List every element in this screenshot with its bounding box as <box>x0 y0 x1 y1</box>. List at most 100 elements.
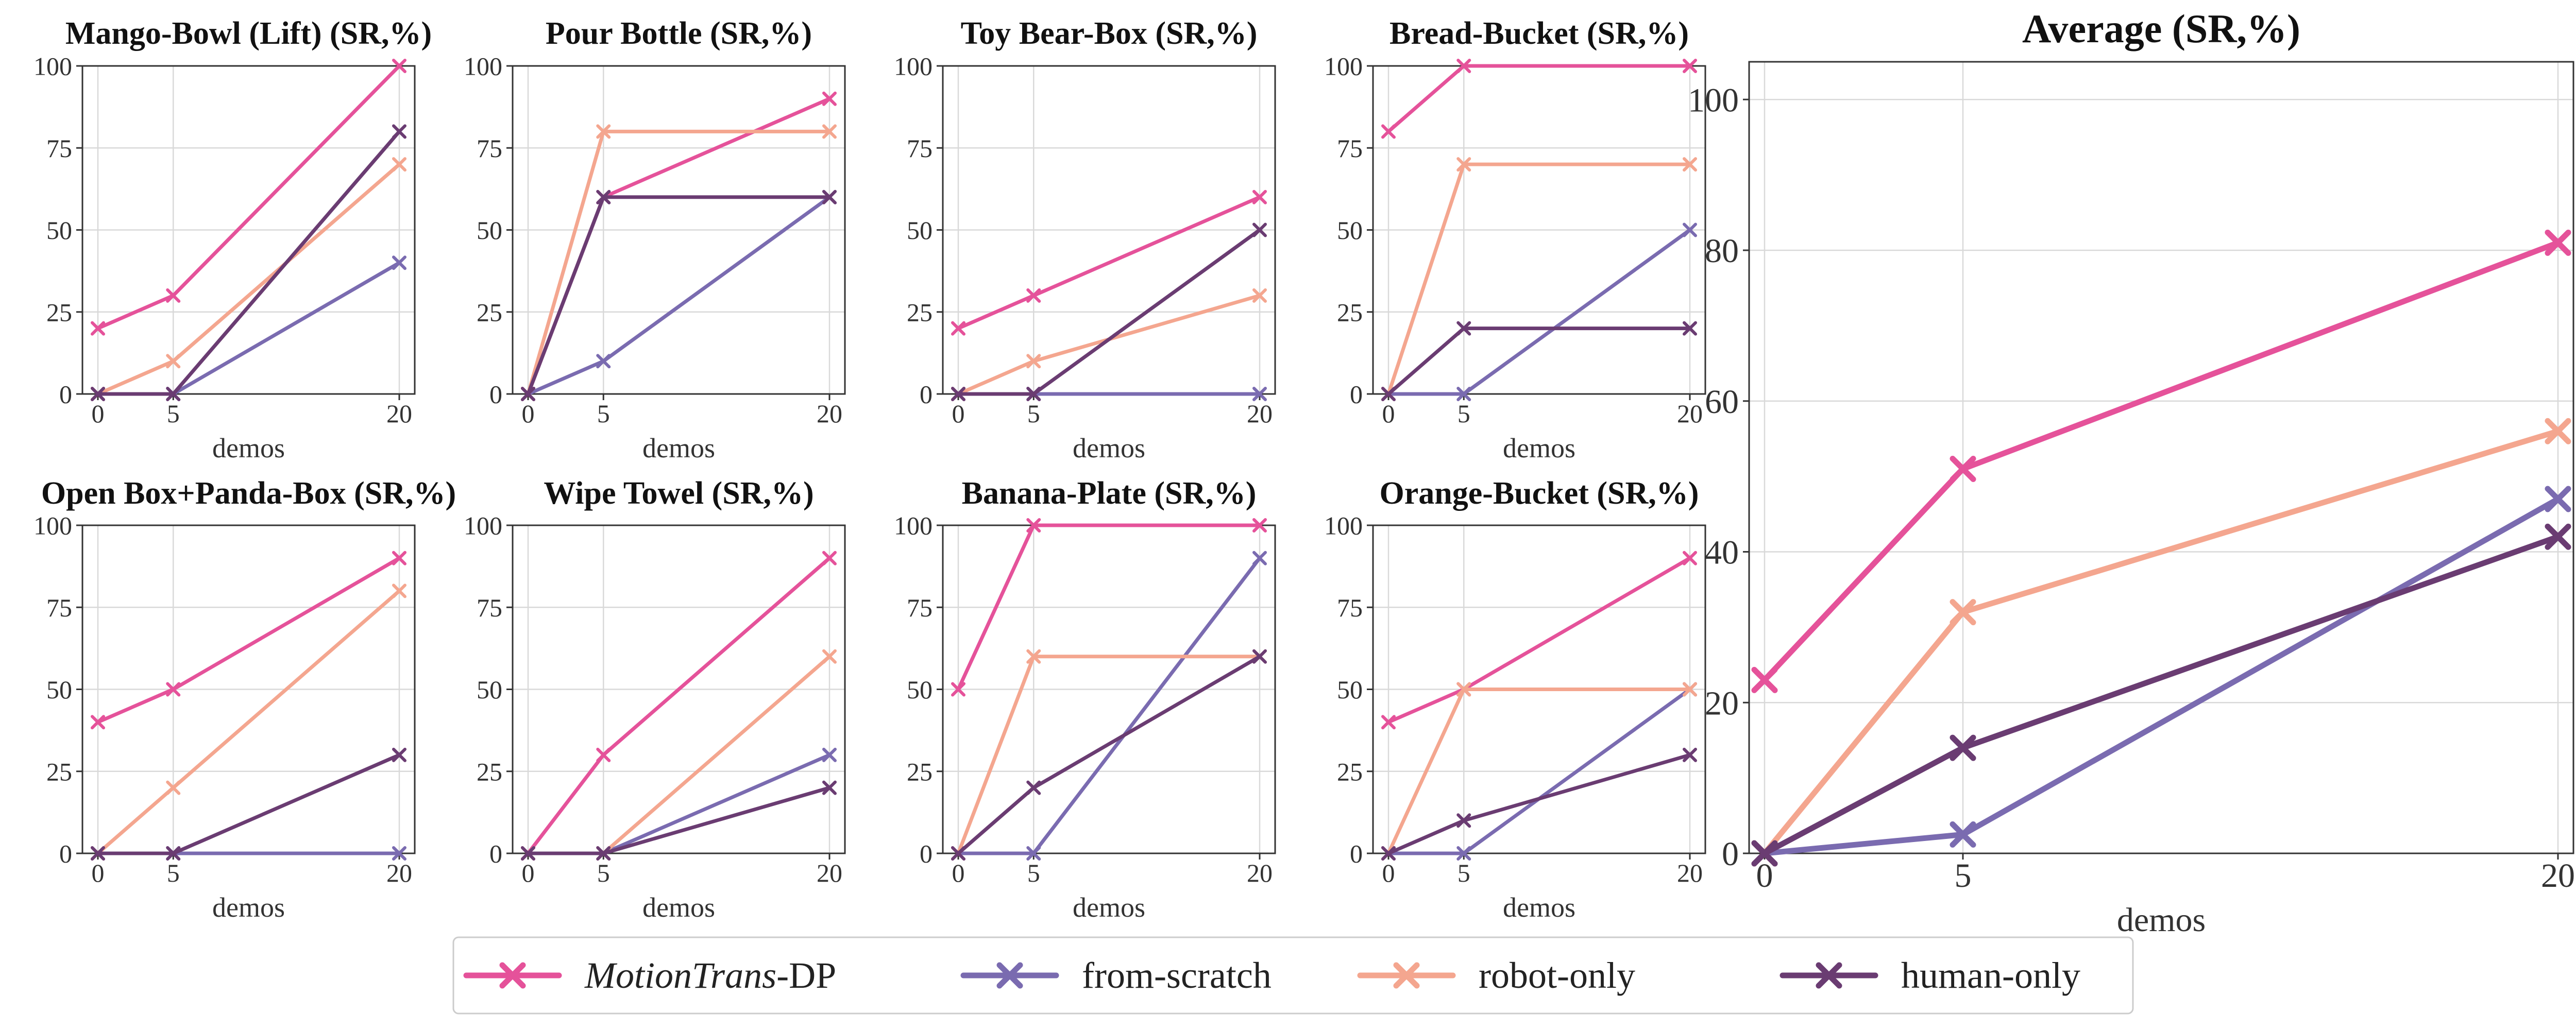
legend-label: human-only <box>1901 955 2080 996</box>
chart-panel-2: 0 25 50 75 100 0 5 20 demos Pour Bottle (SR,%) <box>464 16 846 464</box>
y-tick-label: 80 <box>1705 232 1739 270</box>
y-tick-label: 0 <box>489 380 502 409</box>
y-tick-label: 0 <box>1350 380 1363 409</box>
x-tick-label: 0 <box>1382 399 1395 428</box>
legend-marker <box>499 962 526 989</box>
x-tick-label: 5 <box>1955 857 1972 895</box>
data-point-motiontrans-dp <box>2545 229 2571 256</box>
data-point-motiontrans-dp <box>166 288 181 303</box>
series-motiontrans-dp <box>1751 229 2571 693</box>
data-point-motiontrans-dp <box>1456 59 1471 73</box>
data-point-from-scratch <box>1950 821 1976 848</box>
data-point-human-only <box>1683 747 1697 762</box>
chart-title: Wipe Towel (SR,%) <box>544 476 814 511</box>
x-axis-label: demos <box>642 892 715 923</box>
data-point-human-only <box>166 387 181 401</box>
legend-item-motiontrans-dp: MotionTrans-DP <box>463 955 836 996</box>
data-point-human-only <box>596 190 611 204</box>
legend-marker <box>1393 962 1420 989</box>
chart-panel-5: 0 25 50 75 100 0 5 20 demos Open Box+Panda-Box (S… <box>33 476 456 923</box>
y-tick-label: 75 <box>907 134 933 163</box>
y-tick-label: 50 <box>1337 675 1363 704</box>
data-point-motiontrans-dp <box>822 91 837 106</box>
x-tick-label: 20 <box>386 859 412 887</box>
y-tick-label: 100 <box>1324 52 1363 81</box>
data-point-robot-only <box>166 780 181 795</box>
y-tick-label: 75 <box>477 593 502 622</box>
x-tick-label: 20 <box>1247 399 1273 428</box>
legend-item-from-scratch: from-scratch <box>960 955 1272 996</box>
data-point-human-only <box>1252 222 1267 237</box>
x-axis-label: demos <box>212 433 285 464</box>
legend-item-human-only: human-only <box>1780 955 2080 996</box>
x-tick-label: 5 <box>1027 859 1040 887</box>
x-tick-label: 20 <box>1677 399 1703 428</box>
y-tick-label: 75 <box>1337 134 1363 163</box>
y-tick-label: 25 <box>907 298 933 327</box>
chart-title: Bread-Bucket (SR,%) <box>1389 16 1689 51</box>
chart-panel-4: 0 25 50 75 100 0 5 20 demos Bread-Bucket (SR,%) <box>1324 16 1706 464</box>
data-point-motiontrans-dp <box>1026 288 1041 303</box>
data-point-human-only <box>1381 846 1396 861</box>
legend: MotionTrans-DP from-scratch robot-only huma… <box>452 936 2134 1015</box>
data-point-human-only <box>91 387 105 401</box>
series-human-only <box>1751 523 2571 867</box>
y-tick-label: 100 <box>894 511 933 540</box>
legend-item-robot-only: robot-only <box>1357 955 1635 996</box>
x-tick-label: 0 <box>1382 859 1395 887</box>
x-tick-label: 0 <box>522 399 535 428</box>
data-point-robot-only <box>1683 682 1697 697</box>
data-point-motiontrans-dp <box>1026 518 1041 533</box>
y-tick-label: 100 <box>33 511 72 540</box>
series-motiontrans-dp <box>1381 59 1697 139</box>
x-axis-label: demos <box>1073 433 1145 464</box>
data-point-human-only <box>1456 321 1471 336</box>
data-point-from-scratch <box>2545 486 2571 512</box>
data-point-human-only <box>392 124 406 139</box>
y-tick-label: 0 <box>1722 835 1739 873</box>
data-point-robot-only <box>822 649 837 664</box>
data-point-motiontrans-dp <box>1950 455 1976 482</box>
data-point-from-scratch <box>392 255 406 270</box>
data-point-from-scratch <box>1456 846 1471 861</box>
data-point-robot-only <box>166 354 181 369</box>
x-tick-label: 20 <box>817 399 842 428</box>
series-human-only <box>521 190 837 401</box>
legend-label: robot-only <box>1479 955 1635 996</box>
chart-title: Toy Bear-Box (SR,%) <box>961 16 1258 51</box>
data-point-human-only <box>822 780 837 795</box>
data-point-motiontrans-dp <box>91 715 105 730</box>
chart-title: Open Box+Panda-Box (SR,%) <box>41 476 456 511</box>
data-point-robot-only <box>1683 157 1697 172</box>
y-tick-label: 50 <box>477 216 502 245</box>
data-point-human-only <box>1026 780 1041 795</box>
legend-label-italic: MotionTrans <box>584 955 776 996</box>
x-tick-label: 5 <box>597 859 610 887</box>
x-tick-label: 5 <box>167 859 180 887</box>
data-point-robot-only <box>1026 649 1041 664</box>
data-point-motiontrans-dp <box>392 59 406 73</box>
x-tick-label: 0 <box>1756 857 1773 895</box>
data-point-human-only <box>1381 387 1396 401</box>
data-point-motiontrans-dp <box>1751 666 1778 693</box>
x-tick-label: 0 <box>92 399 105 428</box>
data-point-robot-only <box>2545 418 2571 444</box>
y-tick-label: 75 <box>907 593 933 622</box>
series-human-only <box>951 649 1267 861</box>
data-point-motiontrans-dp <box>91 321 105 336</box>
x-tick-label: 5 <box>1027 399 1040 428</box>
series-human-only <box>91 124 406 401</box>
x-axis-label: demos <box>2117 901 2206 939</box>
data-point-motiontrans-dp <box>1381 715 1396 730</box>
chart-title: Orange-Bucket (SR,%) <box>1380 476 1699 511</box>
y-tick-label: 25 <box>907 757 933 786</box>
data-point-human-only <box>521 387 535 401</box>
data-point-motiontrans-dp <box>1683 59 1697 73</box>
plot-area <box>1749 62 2573 853</box>
legend-label: from-scratch <box>1082 955 1272 996</box>
x-tick-label: 0 <box>952 859 965 887</box>
y-tick-label: 50 <box>1337 216 1363 245</box>
x-axis-label: demos <box>1073 892 1145 923</box>
data-point-human-only <box>91 846 105 861</box>
